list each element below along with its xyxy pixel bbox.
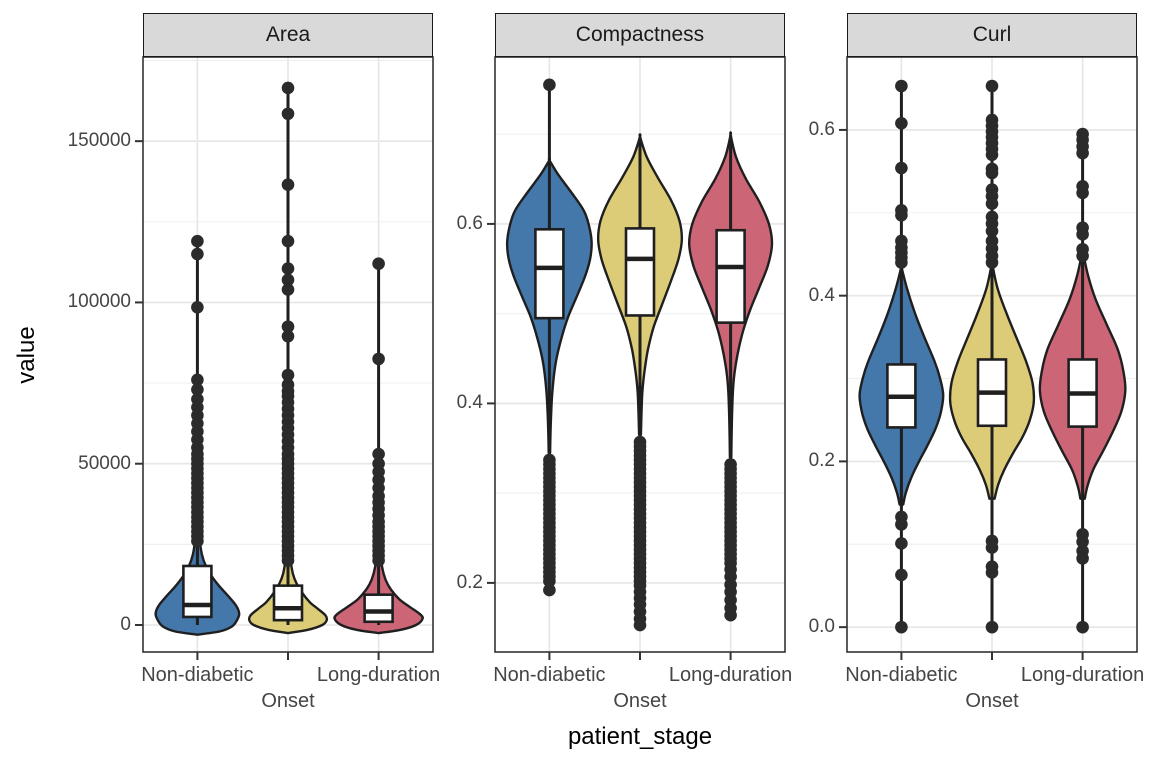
outlier-dot-curl-1	[985, 224, 999, 238]
outlier-dot-compactness-1	[633, 618, 647, 632]
y-tick-label-area-150000: 150000	[67, 130, 131, 152]
outlier-dot-curl-2	[1076, 535, 1089, 549]
y-tick-label-compactness-0.4: 0.4	[456, 392, 483, 414]
outlier-dot-area-0	[191, 383, 204, 396]
outlier-dot-area-1	[281, 378, 295, 391]
outlier-dot-curl-0	[895, 256, 908, 269]
outlier-dot-curl-0	[895, 537, 908, 550]
y-tick-label-curl-0.6: 0.6	[808, 118, 835, 140]
outlier-dot-curl-1	[985, 166, 999, 180]
outlier-dot-area-1	[281, 330, 295, 343]
outlier-dot-area-0	[191, 247, 204, 261]
x-category-label-area-long-duration: Long-duration	[316, 664, 441, 686]
outlier-dot-area-1	[281, 368, 295, 382]
outlier-dot-curl-1	[985, 197, 999, 210]
y-tick-label-curl-0.0: 0.0	[808, 616, 835, 638]
outlier-dot-area-0	[191, 300, 204, 314]
outlier-dot-area-1	[281, 178, 295, 192]
outlier-dot-area-1	[281, 283, 295, 296]
outlier-dot-area-0	[191, 392, 204, 406]
outlier-dot-curl-0	[895, 116, 908, 130]
y-axis-title: value	[13, 326, 40, 384]
outlier-dot-curl-1	[985, 541, 999, 554]
facet-strip-area: Area	[143, 13, 433, 57]
outlier-dot-curl-2	[1076, 228, 1089, 241]
outlier-dot-area-2	[372, 447, 385, 461]
outlier-dot-curl-1	[985, 620, 999, 634]
outlier-dot-curl-2	[1076, 552, 1089, 565]
boxplot-compactness-1	[624, 227, 656, 317]
outlier-dot-curl-0	[895, 79, 908, 93]
boxplot-compactness-2	[715, 228, 746, 324]
outlier-dot-curl-1	[985, 79, 999, 93]
facet-strip-compactness-label: Compactness	[575, 23, 705, 46]
outlier-dot-area-1	[281, 273, 295, 287]
outlier-dot-compactness-0	[543, 574, 556, 588]
outlier-dot-area-1	[281, 81, 295, 95]
outlier-dot-area-0	[191, 373, 204, 387]
outlier-dot-compactness-0	[543, 583, 556, 597]
outlier-dot-area-2	[372, 457, 385, 471]
x-category-label-compactness-non-diabetic: Non-diabetic	[493, 664, 606, 686]
outlier-dot-curl-2	[1076, 146, 1089, 160]
y-tick-label-curl-0.2: 0.2	[808, 450, 835, 472]
outlier-dot-curl-0	[895, 161, 908, 175]
outlier-dot-area-2	[372, 352, 385, 366]
y-tick-label-compactness-0.6: 0.6	[456, 212, 483, 234]
boxplot-compactness-0	[534, 228, 565, 320]
outlier-dot-area-2	[372, 257, 385, 271]
outlier-dot-curl-0	[895, 620, 908, 634]
y-tick-label-area-100000: 100000	[67, 291, 131, 313]
outlier-dot-compactness-2	[724, 608, 737, 622]
outlier-dot-curl-0	[895, 208, 908, 222]
x-category-label-compactness-long-duration: Long-duration	[668, 664, 793, 686]
outlier-dot-curl-0	[895, 568, 908, 582]
outlier-dot-area-1	[281, 234, 295, 248]
x-category-label-curl-long-duration: Long-duration	[1020, 664, 1145, 686]
boxplot-area-0	[182, 564, 213, 619]
outlier-dot-curl-2	[1076, 249, 1089, 263]
x-category-label-area-onset: Onset	[261, 690, 315, 712]
x-category-label-compactness-onset: Onset	[613, 690, 667, 712]
y-tick-label-curl-0.4: 0.4	[808, 284, 835, 306]
x-category-label-curl-onset: Onset	[965, 690, 1019, 712]
outlier-dot-curl-2	[1076, 620, 1089, 634]
boxplot-area-1	[272, 584, 304, 622]
outlier-dot-area-1	[281, 262, 295, 275]
x-axis-title: patient_stage	[567, 723, 713, 750]
outlier-dot-area-1	[281, 320, 295, 333]
boxplot-area-2	[363, 593, 394, 624]
facet-strip-area-label: Area	[265, 23, 311, 46]
x-category-label-curl-non-diabetic: Non-diabetic	[845, 664, 958, 686]
outlier-dot-curl-1	[985, 148, 999, 162]
outlier-dot-curl-2	[1076, 186, 1089, 200]
outlier-dot-curl-1	[985, 256, 999, 269]
facet-strip-compactness: Compactness	[495, 13, 785, 57]
y-tick-label-area-50000: 50000	[78, 452, 131, 474]
outlier-dot-area-0	[191, 234, 204, 248]
outlier-dot-curl-0	[895, 518, 908, 531]
facet-strip-curl-label: Curl	[972, 23, 1012, 46]
facet-strip-curl: Curl	[847, 13, 1137, 57]
outlier-dot-compactness-0	[543, 78, 556, 92]
y-tick-label-compactness-0.2: 0.2	[456, 571, 483, 593]
outlier-dot-curl-1	[985, 566, 999, 579]
outlier-dot-area-1	[281, 107, 295, 121]
x-category-label-area-non-diabetic: Non-diabetic	[141, 664, 254, 686]
y-tick-label-area-0: 0	[120, 614, 131, 635]
